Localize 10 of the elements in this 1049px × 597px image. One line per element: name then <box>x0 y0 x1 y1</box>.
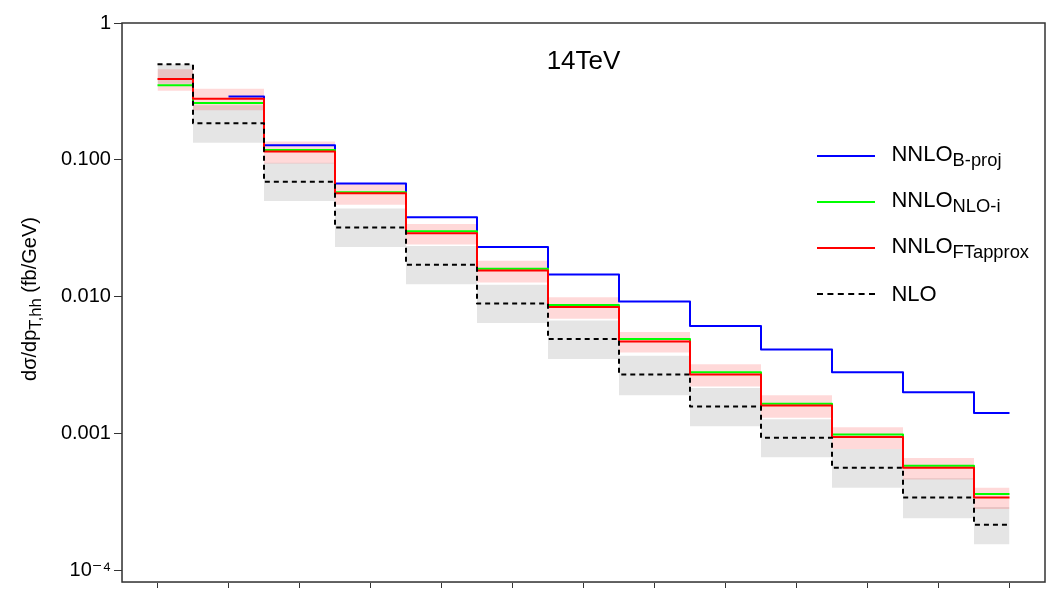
text: 14TeV <box>545 45 622 76</box>
y-tick-label: 0.001 <box>60 420 111 443</box>
y-tick-label: 0.100 <box>60 147 111 170</box>
y-tick-label: 10⁻⁴ <box>69 557 111 580</box>
y-tick-label: 1 <box>99 10 111 33</box>
legend-label: NNLO$_{FTapprox}$ <box>891 232 1029 264</box>
legend-label: NLO <box>891 281 937 307</box>
legend-label: NNLO$_{B-proj}$ <box>891 140 1002 172</box>
legend-label: NNLO$_{NLO-i}$ <box>891 186 1001 218</box>
y-tick-label: 0.010 <box>60 284 111 307</box>
